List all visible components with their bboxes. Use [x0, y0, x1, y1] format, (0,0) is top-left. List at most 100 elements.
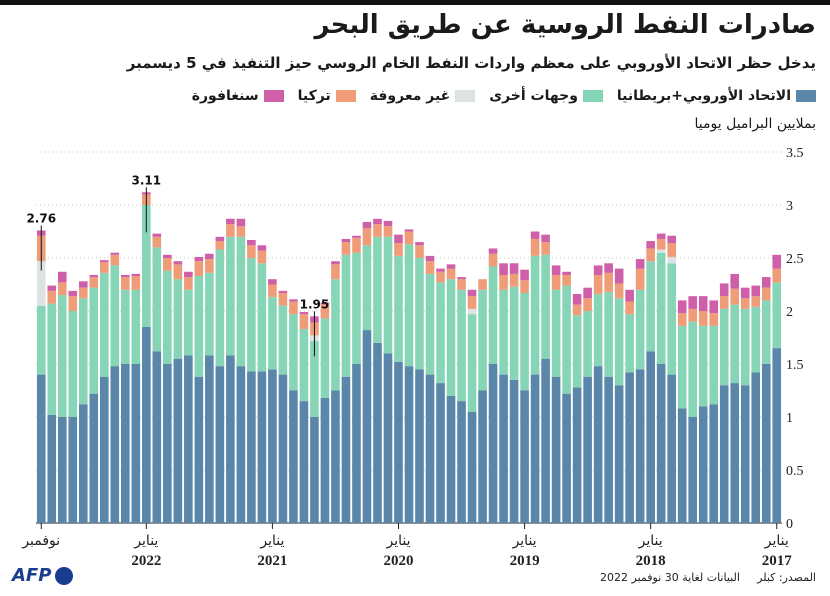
- bar-segment: [173, 264, 183, 280]
- bar-segment: [173, 279, 183, 359]
- bar-segment: [278, 374, 288, 523]
- bar-segment: [667, 256, 676, 264]
- bar-segment: [299, 312, 309, 315]
- bar-segment: [205, 259, 214, 273]
- bar-segment: [383, 220, 393, 227]
- bar-segment: [499, 274, 508, 290]
- bar-segment: [373, 236, 382, 343]
- x-year-label: 2022: [131, 553, 161, 569]
- bar-segment: [215, 241, 225, 250]
- x-year-label: 2019: [510, 553, 540, 569]
- legend-item-unknown: غير معروفة: [370, 88, 476, 104]
- bar-segment: [646, 248, 655, 262]
- bar-segment: [698, 325, 708, 407]
- bar-segment: [173, 261, 183, 265]
- bar-segment: [163, 270, 172, 364]
- bar-segment: [289, 390, 298, 523]
- bar-segment: [572, 304, 582, 316]
- bar-segment: [740, 308, 750, 386]
- bar-segment: [509, 286, 519, 380]
- x-year-label: 2021: [257, 553, 287, 569]
- bar-segment: [215, 366, 225, 523]
- bar-segment: [583, 311, 592, 377]
- bar-segment: [457, 279, 466, 290]
- bar-segment: [131, 364, 141, 523]
- bar-segment: [289, 301, 298, 315]
- bar-segment: [730, 288, 740, 305]
- bar-segment: [530, 238, 540, 256]
- bar-segment: [625, 314, 634, 373]
- bar-segment: [583, 287, 592, 299]
- bar-segment: [604, 376, 613, 523]
- bar-segment: [772, 254, 782, 269]
- bar-segment: [362, 330, 372, 523]
- bar-segment: [520, 280, 529, 293]
- bar-segment: [341, 242, 351, 255]
- bar-segment: [614, 268, 624, 284]
- bar-segment: [247, 239, 256, 246]
- bar-segment: [593, 274, 603, 295]
- y-tick-label: 0: [786, 517, 793, 532]
- bar-segment: [541, 234, 550, 243]
- bar-segment: [404, 231, 414, 245]
- y-tick-label: 1: [786, 411, 793, 426]
- bar-segment: [488, 248, 498, 254]
- bar-segment: [667, 374, 676, 523]
- bar-segment: [614, 298, 624, 386]
- bar-segment: [362, 228, 372, 246]
- bar-segment: [404, 244, 414, 367]
- bar-segment: [383, 236, 393, 354]
- bar-segment: [99, 262, 109, 273]
- bar-segment: [121, 277, 130, 290]
- bar-segment: [656, 238, 666, 250]
- bar-segment: [520, 269, 529, 281]
- bar-segment: [551, 376, 561, 523]
- bar-segment: [215, 236, 225, 242]
- bar-segment: [184, 289, 193, 356]
- bar-segment: [446, 279, 456, 396]
- bar-segment: [194, 376, 204, 523]
- value-annotation: 1.95: [300, 297, 330, 311]
- bar-segment: [152, 351, 162, 523]
- y-tick-label: 2.5: [786, 252, 804, 267]
- chart-title: صادرات النفط الروسية عن طريق البحر: [314, 10, 816, 40]
- bar-segment: [478, 390, 487, 523]
- legend-label: تركيا: [297, 88, 331, 104]
- bar-segment: [89, 287, 99, 394]
- x-month-label: نوفمبر: [21, 533, 60, 549]
- bar-segment: [719, 296, 729, 309]
- bar-segment: [572, 294, 582, 305]
- bar-segment: [772, 268, 782, 283]
- legend-label: غير معروفة: [369, 88, 451, 104]
- bar-segment: [89, 274, 99, 278]
- value-annotation: 2.76: [26, 211, 56, 225]
- y-tick-label: 2: [786, 305, 793, 320]
- bar-segment: [436, 383, 445, 523]
- bar-segment: [268, 279, 277, 285]
- legend-label: الاتحاد الأوروبي+بريطانيا: [616, 88, 791, 104]
- bar-segment: [772, 282, 782, 349]
- bar-segment: [425, 374, 435, 523]
- bar-segment: [257, 371, 267, 523]
- bar-segment: [215, 249, 225, 367]
- bar-segment: [205, 253, 214, 260]
- bar-segment: [719, 385, 729, 523]
- bar-segment: [761, 364, 771, 523]
- legend-swatch: [263, 90, 284, 102]
- bar-segment: [341, 254, 351, 377]
- afp-logo: AFP: [12, 565, 74, 586]
- bar-segment: [152, 247, 162, 352]
- bar-segment: [278, 305, 288, 375]
- bar-segment: [436, 271, 445, 283]
- bar-segment: [205, 272, 214, 356]
- x-month-label: يناير: [385, 533, 410, 549]
- legend-swatch: [455, 90, 476, 102]
- bar-segment: [78, 287, 88, 299]
- bar-segment: [719, 308, 729, 386]
- bar-segment: [394, 361, 403, 523]
- bar-segment: [572, 387, 582, 523]
- bar-segment: [110, 254, 120, 266]
- bar-segment: [394, 255, 403, 362]
- bar-segment: [68, 417, 78, 523]
- legend-item-other: وجهات أخرى: [489, 88, 603, 104]
